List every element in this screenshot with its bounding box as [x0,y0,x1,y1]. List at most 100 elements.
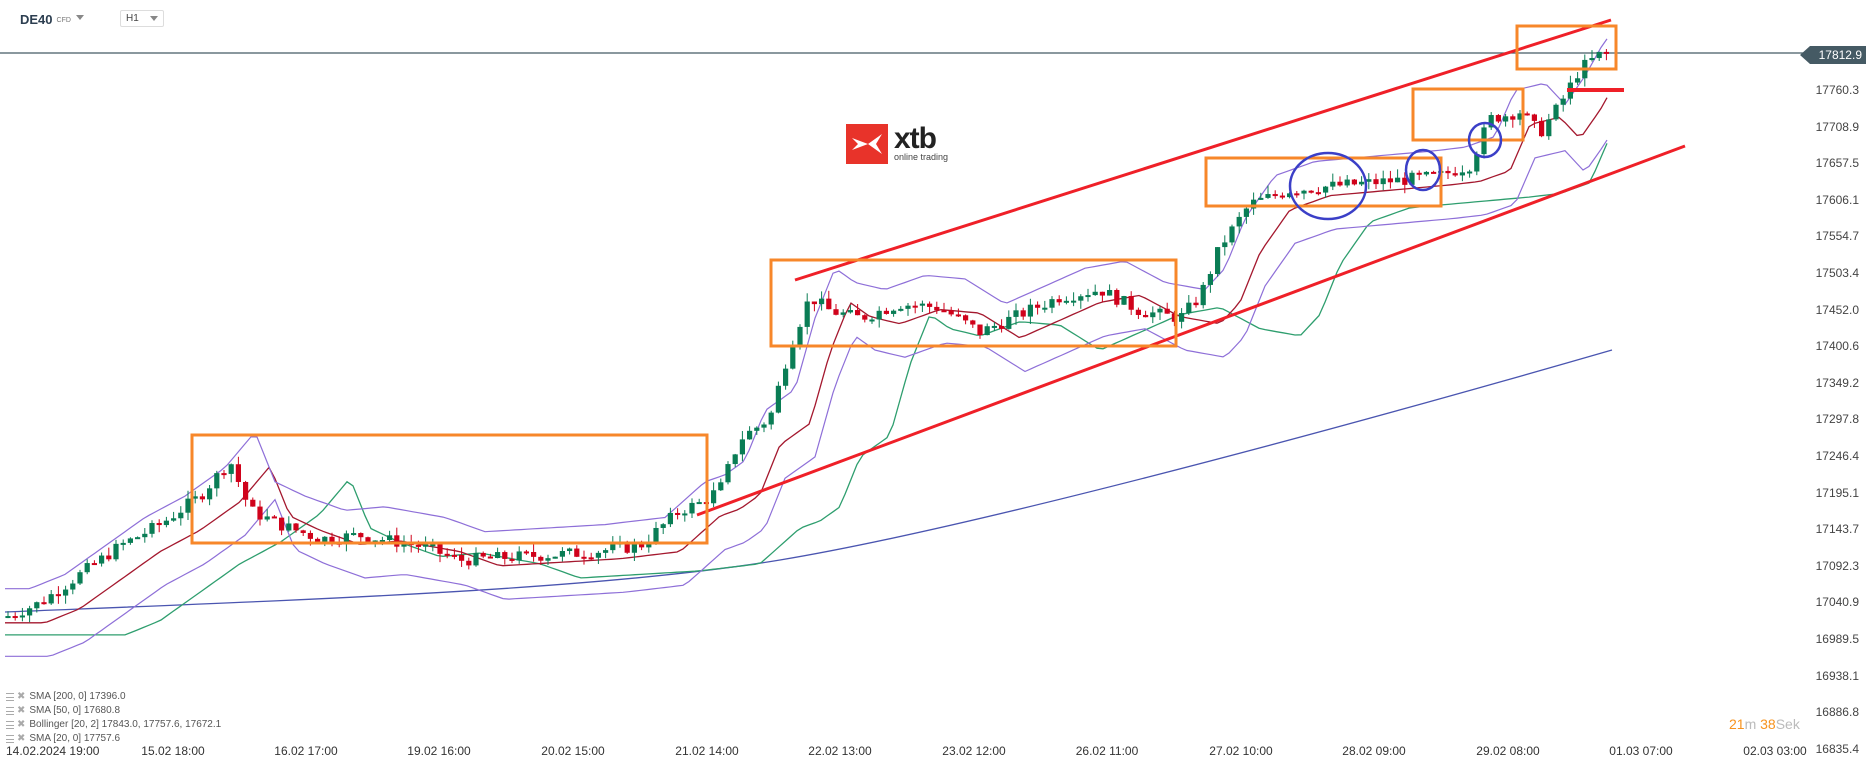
candle-body [221,473,227,476]
candle-body [1279,195,1285,198]
candle-body [1063,300,1069,303]
settings-icon[interactable] [6,693,14,701]
candle-body [624,542,630,553]
candle-body [1431,171,1437,174]
candle-body [192,496,198,499]
candle-body [127,538,133,543]
indicator-legend: ✖ SMA [200, 0] 17396.0 ✖ SMA [50, 0] 17680… [6,690,221,746]
candle-body [675,512,681,515]
time-axis-label: 29.02 08:00 [1476,744,1540,758]
candle-body [646,542,652,548]
range-box [769,258,1178,348]
candle-body [1416,172,1422,175]
candle-body [1143,314,1149,318]
candle-body [120,542,126,545]
candle-body [1006,316,1012,329]
settings-icon[interactable] [6,735,14,743]
candle-body [559,551,565,557]
candle-body [1121,296,1127,305]
candle-body [315,538,321,543]
candle-body [1107,289,1113,296]
time-axis-label: 16.02 17:00 [274,744,338,758]
price-axis-label: 17452.0 [1815,302,1859,317]
close-icon[interactable]: ✖ [17,705,26,716]
candle-body [473,552,479,566]
time-axis[interactable]: 14.02.2024 19:00 15.02 18:00 16.02 17:00 19… [0,744,1866,764]
price-axis[interactable]: 17760.3 17708.9 17657.5 17606.1 17554.7 17503… [1806,0,1866,767]
candle-body [912,305,918,308]
close-icon[interactable]: ✖ [17,691,26,702]
price-axis-label: 16886.8 [1815,705,1859,720]
time-axis-label: 15.02 18:00 [141,744,205,758]
candle-body [1229,226,1235,243]
candle-body [603,550,609,553]
candle-body [1294,193,1300,196]
candle-body [1243,208,1249,217]
symbol-type: CFD [56,17,71,25]
candle-body [1467,171,1473,174]
instrument-selector[interactable]: DE40 CFD [20,12,71,27]
candle-body [1330,181,1336,187]
candle-body [1323,186,1329,193]
candle-body [567,548,573,552]
legend-sma50: ✖ SMA [50, 0] 17680.8 [6,704,221,718]
candle-body [480,552,486,557]
candle-body [711,490,717,504]
candle-body [1200,284,1206,306]
candle-body [99,555,105,564]
candle-body [761,424,767,428]
candle-body [898,308,904,311]
candle-body [1488,115,1494,128]
price-axis-label: 17503.4 [1815,266,1859,280]
candle-body [351,533,357,536]
close-icon[interactable]: ✖ [17,719,26,730]
candle-body [840,312,846,315]
time-axis-label: 19.02 16:00 [407,744,471,758]
settings-icon[interactable] [6,707,14,715]
candle-body [876,310,882,320]
price-chart[interactable] [0,0,1806,744]
sma50-line [5,143,1608,636]
close-icon[interactable]: ✖ [17,733,26,744]
candle-body [639,543,645,548]
candle-body [271,516,277,519]
candle-body [343,533,349,544]
candle-body [667,512,673,525]
candle-body [27,608,33,616]
time-axis-label: 14.02.2024 19:00 [6,744,100,758]
candle-body [300,530,306,533]
candle-body [682,513,688,516]
candle-body [1409,172,1415,185]
range-box [1204,156,1443,208]
timeframe-select[interactable]: H1 [120,10,164,27]
candle-body [970,320,976,325]
candle-body [797,326,803,346]
candle-body [1387,178,1393,183]
candle-body [1035,304,1041,308]
candle-body [1078,296,1084,301]
candle-body [1042,307,1048,310]
candle-body [156,523,162,526]
range-box [190,433,709,545]
candle-body [1171,313,1177,322]
candle-body [1056,299,1062,303]
candle-body [595,552,601,558]
time-axis-label: 27.02 10:00 [1209,744,1273,758]
candle-body [1071,300,1077,303]
chart-header: DE40 CFD H1 [0,0,1866,40]
candle-body [142,533,148,538]
candle-body [1366,179,1372,182]
price-axis-label: 17606.1 [1815,192,1859,207]
candle-body [293,523,299,531]
candle-body [12,616,18,619]
candle-body [1179,313,1185,322]
settings-icon[interactable] [6,721,14,729]
chevron-down-icon[interactable] [76,15,84,20]
candle-countdown: 21m 38Sek [1729,716,1800,732]
candle-body [264,516,270,520]
candle-body [718,482,724,491]
candle-body [984,326,990,336]
candle-body [804,301,810,327]
candle-body [1402,177,1408,185]
sma200-line [4,349,1613,613]
